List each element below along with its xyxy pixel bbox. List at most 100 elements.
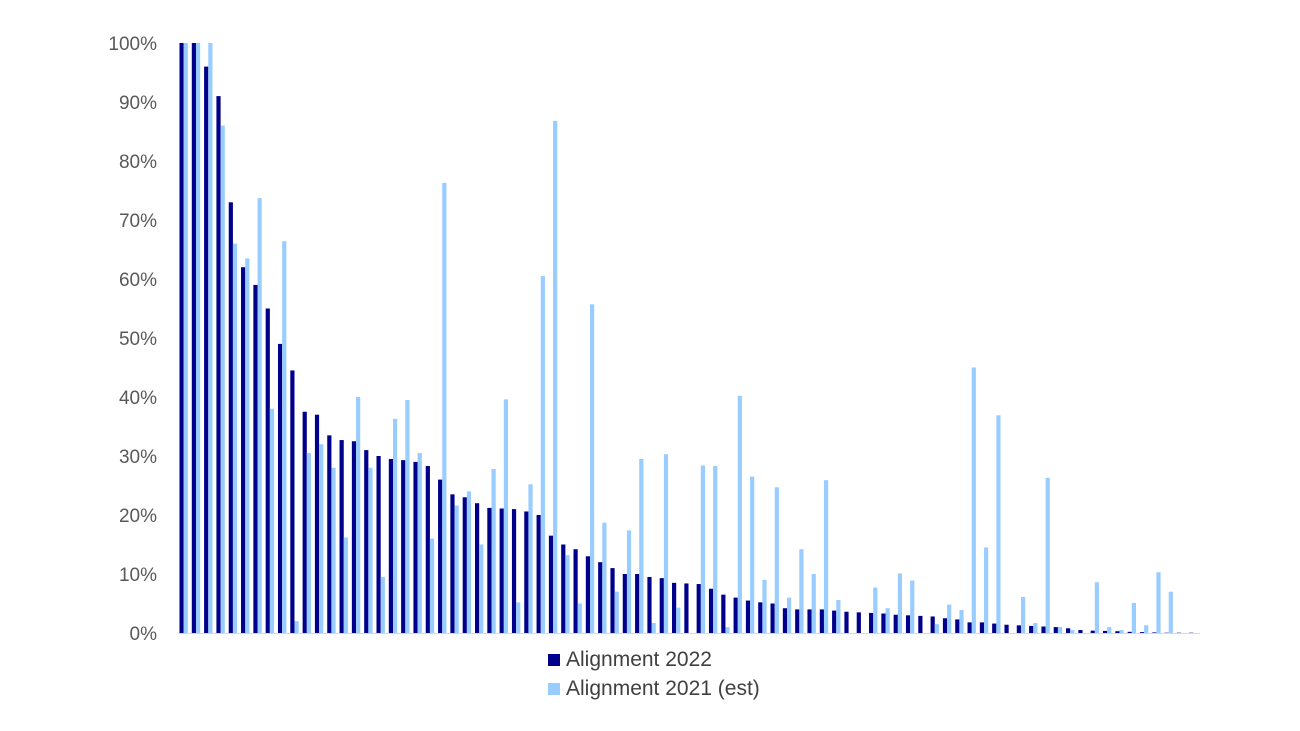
bar-2021 [232, 243, 238, 633]
bar-2021 [503, 399, 508, 633]
bar-2022 [351, 441, 357, 633]
bar-2021 [651, 622, 656, 633]
bar-2022 [930, 616, 935, 633]
bar-2021 [540, 276, 545, 633]
y-tick-label: 50% [119, 329, 157, 350]
bar-2022 [893, 614, 898, 633]
bar-2021 [996, 415, 1001, 633]
bar-2021 [245, 258, 250, 633]
bar-2021 [663, 454, 669, 633]
bar-2021 [737, 395, 742, 633]
legend-swatch-2022 [548, 653, 560, 666]
bar-2021 [713, 466, 718, 633]
bar-2022 [462, 497, 467, 633]
bar-2022 [856, 612, 861, 633]
bar-2021 [1045, 477, 1050, 633]
bar-2022 [1152, 632, 1157, 633]
bar-2021 [1168, 591, 1173, 633]
bar-2022 [487, 507, 492, 633]
bar-2022 [942, 618, 948, 633]
bar-2021 [356, 397, 361, 633]
legend: Alignment 2022 Alignment 2021 (est) [548, 645, 760, 703]
bar-2022 [253, 284, 258, 633]
bar-2022 [1053, 627, 1058, 633]
bar-2022 [918, 615, 923, 633]
bar-2022 [1066, 628, 1071, 633]
bar-2021 [1094, 582, 1100, 633]
bar-2021 [1156, 572, 1161, 633]
bar-2021 [1107, 627, 1112, 633]
bar-2022 [475, 503, 480, 633]
bar-2022 [635, 574, 640, 633]
bar-2022 [844, 611, 849, 633]
bar-2021 [343, 537, 348, 633]
bar-2022 [622, 574, 627, 633]
bar-2021 [787, 597, 792, 633]
bar-2022 [955, 619, 960, 633]
bar-2021 [836, 599, 841, 633]
bar-2021 [762, 579, 767, 633]
bar-2022 [832, 610, 837, 633]
bar-2021 [774, 487, 779, 633]
legend-item-2021: Alignment 2021 (est) [548, 674, 760, 703]
bar-2021 [429, 538, 435, 633]
bar-2021 [257, 198, 262, 634]
y-tick-label: 30% [119, 447, 157, 468]
bar-2022 [745, 600, 751, 633]
bar-2021 [799, 549, 804, 633]
bar-2022 [265, 308, 270, 633]
bar-2021 [454, 505, 459, 633]
bar-2021 [1070, 630, 1075, 633]
bar-2021 [971, 367, 976, 633]
bar-2022 [721, 594, 726, 633]
bar-2021 [565, 555, 570, 633]
bar-2021 [873, 587, 878, 633]
bar-2022 [499, 508, 504, 633]
bar-2022 [967, 622, 972, 633]
bar-2021 [897, 573, 903, 633]
bar-2022 [536, 515, 541, 633]
bar-2022 [314, 414, 320, 633]
y-tick-label: 100% [108, 34, 157, 55]
bar-2022 [413, 461, 418, 633]
bar-2022 [807, 609, 812, 633]
bar-2021 [910, 580, 915, 633]
bar-2021 [984, 547, 989, 633]
bar-2022 [511, 509, 517, 633]
y-tick-label: 70% [119, 211, 157, 232]
bar-2022 [401, 460, 406, 633]
bar-2022 [795, 609, 800, 633]
bar-2022 [782, 608, 788, 633]
bar-2021 [405, 399, 410, 633]
bar-2022 [179, 43, 184, 633]
bar-2021 [294, 621, 299, 633]
bar-2021 [1057, 627, 1063, 633]
bar-2022 [277, 343, 283, 633]
bar-2021 [282, 241, 287, 634]
legend-label-2021: Alignment 2021 (est) [566, 677, 760, 700]
y-tick-label: 80% [119, 152, 157, 173]
bar-2021 [639, 458, 644, 633]
bar-2021 [220, 125, 225, 633]
bar-2021 [368, 467, 373, 633]
bar-2022 [647, 576, 652, 633]
bar-2022 [425, 466, 430, 633]
y-tick-label: 40% [119, 388, 157, 409]
bar-2022 [548, 535, 554, 633]
bar-2021 [479, 544, 484, 633]
bar-2022 [216, 96, 221, 634]
bar-2022 [1078, 630, 1083, 633]
bar-2022 [364, 450, 369, 633]
bar-2021 [195, 43, 201, 633]
bar-2022 [388, 458, 393, 633]
bar-2021 [208, 43, 213, 633]
bar-2022 [1029, 625, 1034, 633]
bar-2022 [770, 603, 775, 633]
bar-2022 [819, 609, 824, 633]
bar-2022 [684, 583, 689, 633]
bar-2022 [204, 66, 209, 634]
bar-2021 [392, 418, 398, 633]
bar-2022 [881, 613, 886, 633]
bar-2021 [626, 530, 632, 633]
